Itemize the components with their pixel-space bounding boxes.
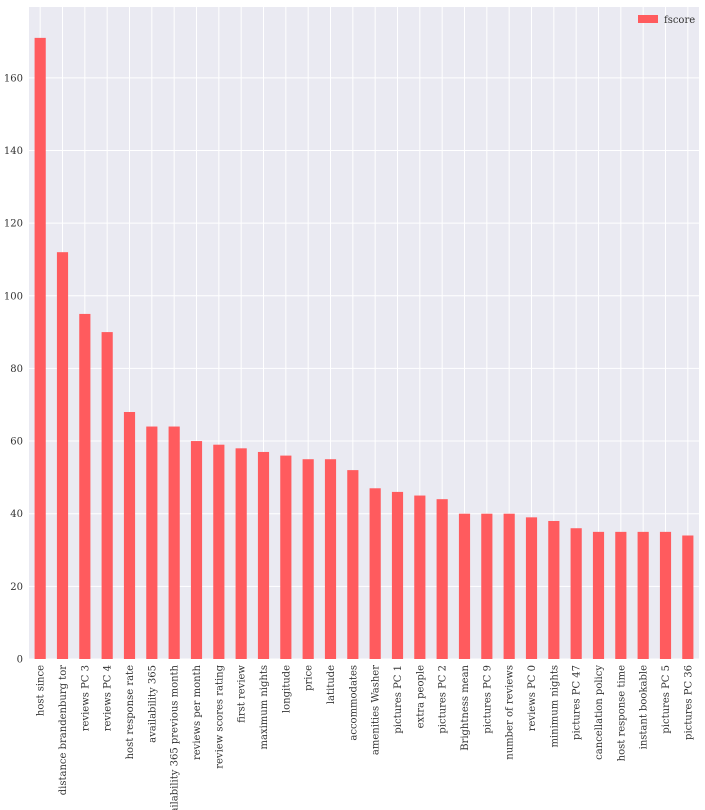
x-axis: host since distance brandenburg tor review… [36, 664, 695, 810]
bar-pictures-pc-5 [659, 531, 672, 659]
x-tick-label: reviews PC 4 [103, 665, 114, 731]
bars [34, 37, 694, 660]
legend-label: fscore [664, 15, 695, 26]
bar-extra-people [414, 495, 426, 659]
x-tick-label: longitude [281, 665, 292, 713]
bar-latitude [324, 459, 337, 659]
x-tick-label: pictures PC 1 [393, 665, 404, 734]
plot-area [29, 7, 699, 659]
bar-availability-365 [146, 426, 158, 659]
bar-longitude [280, 455, 292, 659]
x-tick-label: amenities Washer [371, 665, 382, 755]
x-tick-label: review scores rating [214, 664, 225, 768]
bar-amenities-washer [369, 488, 381, 659]
x-tick-label: availability 365 [147, 665, 158, 743]
bar-host-since [34, 37, 46, 660]
x-tick-label: reviews per month [192, 664, 203, 760]
x-tick-label: accommodates [348, 665, 359, 741]
bar-first-review [235, 448, 247, 659]
x-tick-label: host response time [616, 665, 627, 761]
bar-maximum-nights [257, 451, 270, 659]
bar-pictures-pc-36 [682, 535, 694, 659]
bar-reviews-pc-3 [79, 313, 91, 659]
bar-pictures-pc-47 [570, 528, 582, 659]
y-tick-label: 0 [17, 655, 23, 666]
bar-pictures-pc-1 [391, 491, 404, 659]
x-tick-label: first review [237, 665, 248, 723]
bar-price [302, 459, 314, 659]
x-tick-label: pictures PC 2 [438, 665, 449, 734]
x-tick-label: instant bookable [639, 665, 650, 749]
y-tick-label: 80 [10, 364, 23, 375]
bar-review-scores-rating [213, 444, 225, 659]
legend-swatch [638, 15, 658, 23]
x-tick-label: pictures PC 36 [683, 665, 694, 740]
bar-host-response-time [615, 531, 627, 659]
x-tick-label: availability 365 previous month [170, 664, 181, 810]
y-axis: 0 20 40 60 80 100 120 140 160 [4, 73, 23, 665]
x-tick-label: Brightness mean [460, 664, 471, 750]
bar-reviews-per-month [190, 441, 203, 659]
bar-pictures-pc-9 [481, 513, 493, 659]
bar-cancellation-policy [592, 531, 605, 659]
x-tick-label: number of reviews [505, 665, 516, 760]
legend: fscore [638, 15, 695, 26]
x-tick-label: distance brandenburg tor [58, 665, 69, 795]
x-tick-label: host response rate [125, 665, 136, 759]
x-tick-label: extra people [415, 665, 426, 728]
x-tick-label: maximum nights [259, 665, 270, 750]
bar-distance-brandenburg-tor [56, 252, 69, 659]
x-tick-label: cancellation policy [594, 665, 605, 760]
x-tick-label: minimum nights [549, 665, 560, 748]
bar-number-of-reviews [503, 513, 515, 659]
y-tick-label: 160 [4, 73, 23, 84]
y-tick-label: 140 [4, 146, 23, 157]
bar-accommodates [347, 470, 359, 659]
x-tick-label: pictures PC 5 [661, 665, 672, 734]
x-tick-label: price [304, 665, 315, 691]
bar-host-response-rate [123, 412, 136, 659]
bar-minimum-nights [548, 520, 560, 659]
x-tick-label: host since [36, 665, 47, 716]
x-tick-label: latitude [326, 665, 337, 704]
x-tick-label: pictures PC 47 [572, 665, 583, 740]
bar-brightness-mean [458, 513, 471, 659]
x-tick-label: reviews PC 3 [80, 665, 91, 731]
y-tick-label: 60 [10, 437, 23, 448]
y-tick-label: 100 [4, 291, 23, 302]
x-tick-label: reviews PC 0 [527, 665, 538, 731]
bar-availability-365-previous-month [168, 426, 180, 659]
y-tick-label: 120 [4, 219, 23, 230]
y-tick-label: 40 [10, 509, 23, 520]
bar-reviews-pc-4 [101, 332, 113, 659]
bar-instant-bookable [637, 531, 649, 659]
y-tick-label: 20 [10, 582, 23, 593]
x-tick-label: pictures PC 9 [482, 665, 493, 734]
bar-reviews-pc-0 [525, 517, 538, 659]
bar-pictures-pc-2 [436, 499, 448, 659]
